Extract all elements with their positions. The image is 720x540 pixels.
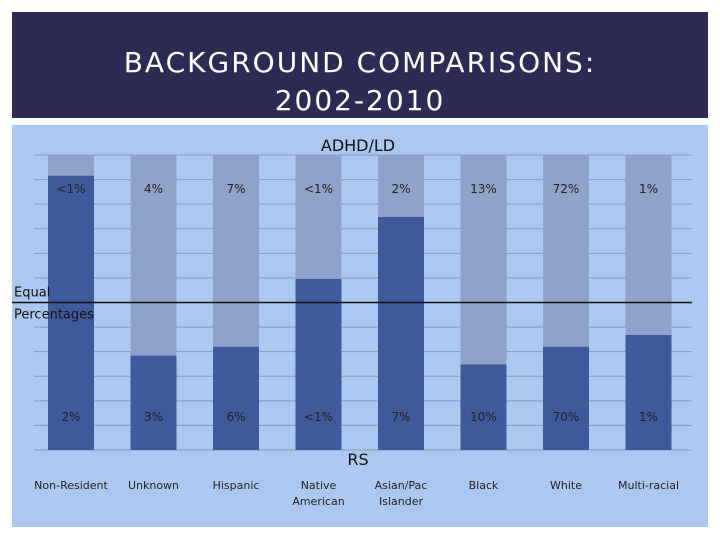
bar-segment-adhd-ld <box>625 155 672 335</box>
category-label: Native <box>301 479 337 492</box>
bar-segment-adhd-ld <box>130 155 177 356</box>
bar-segment-adhd-ld <box>378 155 424 217</box>
bar-segment-rs <box>295 278 342 450</box>
data-label-adhd-ld: 4% <box>144 182 163 196</box>
data-label-rs: 1% <box>639 410 658 424</box>
slide-subtitle: 2002-2010 <box>274 84 446 117</box>
bar-segment-rs <box>378 216 424 450</box>
reference-line-label: Equal <box>14 286 50 301</box>
data-label-adhd-ld: <1% <box>56 182 85 196</box>
category-label: Islander <box>379 495 423 508</box>
category-label: Non-Resident <box>34 479 108 492</box>
stacked-bar-chart: <1% 2% Non-Resident 4% 3% Unknown 7% 6% Hispanic… <box>12 136 692 508</box>
category-label: Multi-racial <box>618 479 679 492</box>
category-label: White <box>550 479 582 492</box>
data-label-rs: 10% <box>470 410 497 424</box>
data-label-adhd-ld: 2% <box>391 182 410 196</box>
bar-segment-rs <box>130 355 177 450</box>
data-label-adhd-ld: 72% <box>553 182 580 196</box>
category-label: Black <box>469 479 499 492</box>
series-label-adhd-ld: ADHD/LD <box>321 136 395 155</box>
data-label-rs: 2% <box>61 410 80 424</box>
data-label-rs: 70% <box>553 410 580 424</box>
category-label: Unknown <box>128 479 179 492</box>
category-label: Hispanic <box>213 479 260 492</box>
bar-segment-rs <box>48 175 94 450</box>
data-label-rs: 3% <box>144 410 163 424</box>
bar-segment-rs <box>543 346 589 450</box>
data-label-rs: 6% <box>226 410 245 424</box>
category-label: American <box>292 495 344 508</box>
data-label-adhd-ld: 1% <box>639 182 658 196</box>
chart-panel: <1% 2% Non-Resident 4% 3% Unknown 7% 6% Hispanic… <box>12 125 708 527</box>
title-bar: BACKGROUND COMPARISONS: 2002-2010 <box>12 12 708 118</box>
data-label-rs: 7% <box>391 410 410 424</box>
bar-segment-adhd-ld <box>295 155 342 279</box>
bar-segment-adhd-ld <box>460 155 507 365</box>
data-label-adhd-ld: 13% <box>470 182 497 196</box>
series-label-rs: RS <box>347 450 368 469</box>
bar-segment-adhd-ld <box>213 155 259 347</box>
data-label-rs: <1% <box>304 410 333 424</box>
data-label-adhd-ld: 7% <box>226 182 245 196</box>
data-label-adhd-ld: <1% <box>304 182 333 196</box>
bar-segment-rs <box>213 346 259 450</box>
reference-line-label: Percentages <box>14 308 94 323</box>
bar-segment-adhd-ld <box>48 155 94 176</box>
bar-segment-adhd-ld <box>543 155 589 347</box>
slide-title: BACKGROUND COMPARISONS: <box>123 46 597 79</box>
bar-segment-rs <box>625 334 672 450</box>
category-label: Asian/Pac <box>375 479 428 492</box>
bar-segment-rs <box>460 364 507 450</box>
